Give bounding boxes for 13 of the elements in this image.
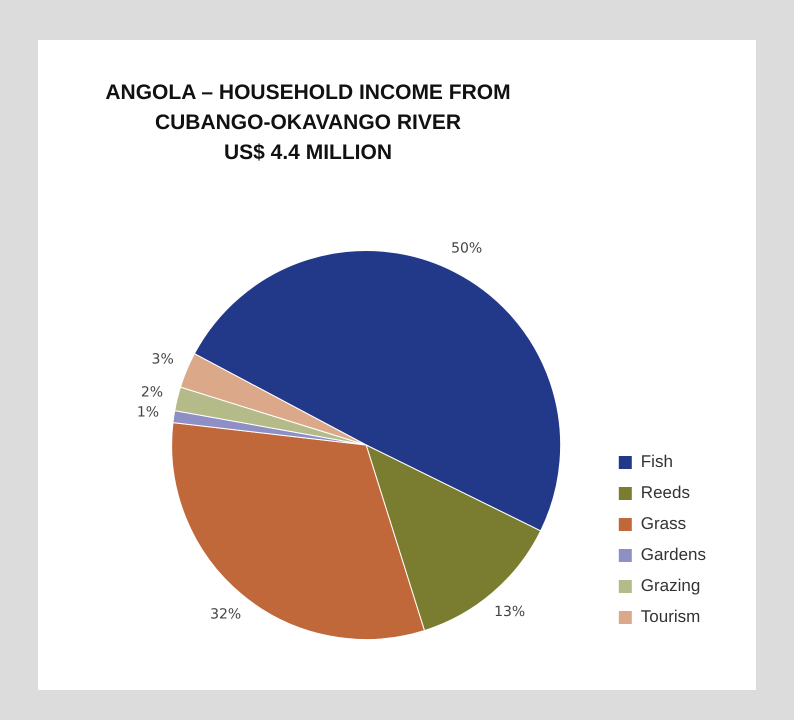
data-label: 1% — [136, 404, 160, 420]
chart-title: ANGOLA – HOUSEHOLD INCOME FROM CUBANGO-OKAVANGO RIVER US$ 4.4 MILLION — [104, 80, 512, 166]
legend-label: Grazing — [640, 576, 700, 596]
legend-label: Grass — [640, 514, 686, 534]
legend-label: Fish — [640, 452, 673, 472]
data-label: 13% — [494, 604, 526, 620]
data-label: 50% — [451, 240, 482, 256]
data-label: 2% — [140, 384, 164, 400]
legend-label: Reeds — [640, 483, 690, 502]
data-label: 3% — [152, 352, 174, 368]
data-label: 32% — [210, 606, 242, 623]
legend-label: Tourism — [640, 607, 700, 626]
legend-label: Gardens — [640, 545, 706, 564]
